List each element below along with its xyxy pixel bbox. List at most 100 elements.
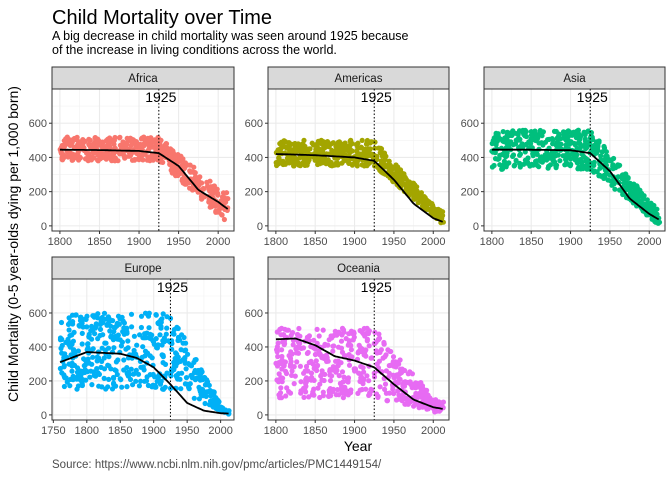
data-point (623, 186, 630, 192)
data-point (97, 332, 103, 339)
data-point (94, 354, 100, 360)
data-point (209, 191, 215, 197)
data-point (550, 137, 556, 143)
data-point (520, 129, 526, 135)
data-point (573, 135, 580, 141)
data-point (208, 389, 214, 395)
data-point (111, 345, 117, 351)
data-point (358, 374, 364, 380)
data-point (109, 386, 116, 392)
data-point (99, 314, 105, 321)
data-point (121, 357, 127, 363)
data-point (78, 377, 84, 383)
data-point (627, 183, 633, 189)
data-point (200, 377, 206, 383)
x-tick-label: 1850 (303, 425, 327, 437)
data-point (129, 324, 135, 330)
y-tick-label: 0 (257, 410, 263, 422)
data-point (192, 357, 198, 363)
data-point (402, 401, 408, 407)
data-point (89, 382, 95, 388)
data-point (599, 149, 606, 155)
x-tick-label: 1900 (342, 425, 366, 437)
data-point (346, 362, 353, 368)
data-point (133, 378, 139, 384)
data-point (633, 196, 639, 202)
data-point (523, 141, 529, 147)
data-point (491, 162, 497, 169)
data-point (390, 386, 396, 392)
data-point (177, 337, 183, 343)
data-point (349, 354, 355, 360)
data-point (417, 392, 424, 399)
data-point (180, 180, 186, 186)
data-point (317, 394, 323, 401)
y-tick-label: 200 (245, 187, 263, 199)
data-point (317, 381, 323, 387)
data-point (306, 359, 312, 366)
data-point (123, 143, 129, 149)
data-point (299, 145, 305, 151)
data-point (603, 171, 610, 177)
data-point (530, 151, 536, 157)
data-point (301, 394, 307, 400)
data-point (66, 327, 72, 333)
panel-border-oceania (267, 278, 450, 421)
data-point (384, 398, 390, 404)
data-point (386, 390, 393, 396)
x-tick-label: 1800 (480, 236, 504, 248)
data-point (424, 392, 430, 398)
chart-title: Child Mortality over Time (52, 7, 273, 29)
data-point (594, 169, 600, 175)
data-point (70, 377, 76, 383)
data-point (379, 153, 385, 159)
y-tick-label: 400 (245, 152, 263, 164)
data-point (567, 163, 573, 169)
data-point (149, 332, 155, 338)
data-point (137, 332, 143, 338)
x-tick-label: 1900 (141, 425, 165, 437)
data-point (648, 202, 654, 208)
data-point (59, 370, 65, 376)
trend-line-africa (59, 148, 229, 210)
data-point (182, 381, 188, 387)
data-point (377, 167, 383, 173)
data-point (142, 331, 148, 337)
data-point (91, 372, 97, 378)
data-point (377, 384, 383, 390)
data-point (281, 138, 287, 144)
data-point (609, 182, 615, 188)
data-point (67, 320, 73, 326)
data-point (330, 343, 336, 349)
facet-europe: Europe 1925 0 200 400 600 1750 1800 1850 1900 1950… (29, 256, 235, 437)
data-point (411, 403, 417, 409)
data-point (157, 145, 163, 151)
data-point (202, 400, 208, 407)
data-point (382, 386, 388, 392)
x-axis-title: Year (344, 438, 373, 454)
data-point (625, 175, 631, 181)
data-point (375, 349, 381, 356)
data-point (372, 145, 378, 151)
data-point (114, 371, 120, 378)
data-point (92, 135, 98, 141)
data-point (364, 137, 370, 144)
data-point (335, 363, 341, 369)
data-point (207, 398, 214, 404)
data-point (276, 371, 282, 377)
data-point (341, 374, 347, 380)
data-point (128, 143, 134, 149)
data-point (412, 394, 418, 400)
x-tick-label: 2000 (421, 236, 445, 248)
data-point (71, 348, 77, 354)
data-point (340, 395, 346, 401)
data-point (135, 156, 141, 162)
data-point (275, 147, 281, 153)
data-point (70, 151, 76, 157)
data-point (143, 335, 149, 341)
data-point (288, 359, 294, 365)
data-point (126, 370, 132, 377)
data-point (145, 142, 151, 148)
data-point (556, 140, 562, 146)
data-point (338, 338, 345, 344)
